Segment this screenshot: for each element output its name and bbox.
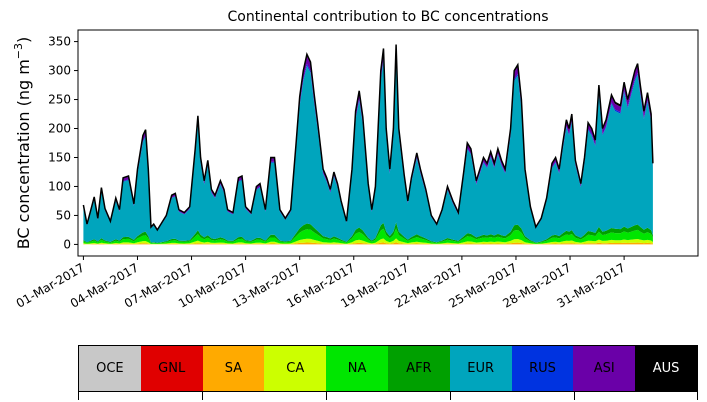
- y-tick-label: 50: [56, 208, 71, 222]
- legend-rus: RUS: [511, 346, 574, 391]
- y-axis-label: BC concentration (ng m−3): [12, 37, 33, 250]
- y-tick-label: 150: [48, 150, 71, 164]
- legend-oce: OCE: [79, 346, 141, 391]
- legend-sa: SA: [202, 346, 265, 391]
- y-tick-label: 0: [63, 237, 71, 251]
- stacked-areas: [83, 44, 653, 245]
- area-sa: [83, 242, 653, 245]
- y-tick-label: 350: [48, 35, 71, 49]
- y-axis: 0 50 100 150 200 250 300 350: [48, 35, 78, 251]
- y-tick-label: 250: [48, 93, 71, 107]
- legend-tick: [450, 391, 451, 400]
- plot-frame: [77, 29, 699, 257]
- legend-tick: [202, 391, 203, 400]
- legend-tick: [697, 391, 698, 400]
- legend-gnl: GNL: [140, 346, 203, 391]
- area-ca: [83, 238, 653, 245]
- legend-asi: ASI: [573, 346, 636, 391]
- legend-ticks: [78, 391, 698, 402]
- area-eur: [83, 56, 653, 243]
- legend-afr: AFR: [387, 346, 450, 391]
- legend-tick: [78, 391, 79, 400]
- legend-aus: AUS: [635, 346, 697, 391]
- x-axis: 01-Mar-201704-Mar-201707-Mar-201710-Mar-…: [14, 256, 628, 311]
- total-concentration-line: [82, 44, 654, 232]
- legend-ca: CA: [264, 346, 327, 391]
- legend-tick: [574, 391, 575, 400]
- region-legend: OCE GNL SA CA NA AFR EUR RUS ASI AUS: [78, 345, 698, 392]
- chart-title: Continental contribution to BC concentra…: [227, 9, 548, 25]
- y-tick-label: 300: [48, 64, 71, 78]
- legend-tick: [326, 391, 327, 400]
- legend-eur: EUR: [449, 346, 512, 391]
- y-tick-label: 200: [48, 122, 71, 136]
- legend-na: NA: [326, 346, 388, 391]
- chart-figure: 0 50 100 150 200 250 300 350 01-Mar-201704-Mar-…: [12, 9, 699, 311]
- y-tick-label: 100: [48, 179, 71, 193]
- area-na: [83, 228, 653, 244]
- area-afr: [83, 222, 653, 244]
